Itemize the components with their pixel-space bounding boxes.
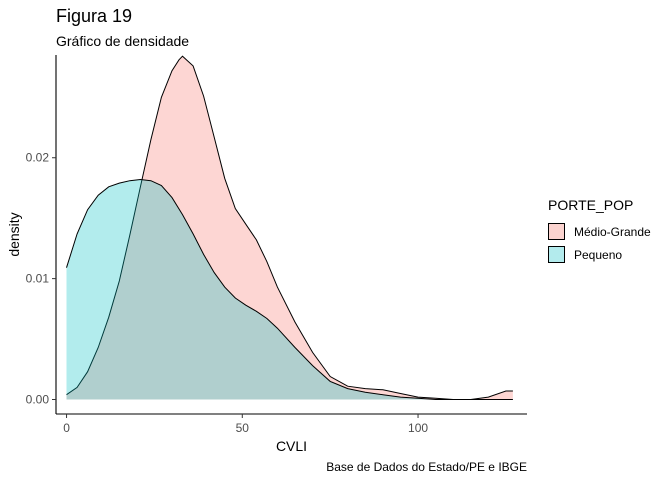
legend-label-medio-grande: Médio-Grande — [574, 224, 651, 239]
density-area-medio-grande — [66, 56, 513, 400]
chart-caption: Base de Dados do Estado/PE e IBGE — [326, 460, 527, 474]
chart-title: Figura 19 — [56, 6, 133, 26]
tick-layer: 0 50 100 0.00 0.01 0.02 — [26, 151, 429, 435]
y-tick-label: 0.02 — [26, 151, 50, 165]
legend-swatch-medio-grande — [548, 223, 565, 240]
legend-item-pequeno: Pequeno — [548, 243, 651, 266]
legend-swatch-pequeno — [548, 246, 565, 263]
density-line-pequeno — [66, 178, 513, 400]
x-axis-title: CVLI — [276, 438, 307, 454]
legend-item-medio-grande: Médio-Grande — [548, 220, 651, 243]
y-axis-title: density — [6, 212, 22, 256]
x-tick-label: 0 — [63, 421, 70, 435]
series-layer — [66, 55, 513, 400]
y-tick-label: 0.00 — [26, 392, 50, 406]
density-area-pequeno — [66, 179, 513, 400]
x-tick-label: 50 — [236, 421, 250, 435]
legend-title: PORTE_POP — [548, 197, 634, 213]
x-tick-label: 100 — [408, 421, 428, 435]
chart-subtitle: Gráfico de densidade — [56, 33, 190, 49]
legend: PORTE_POP Médio-Grande Pequeno — [548, 197, 651, 266]
density-line-medio-grande — [66, 55, 513, 400]
y-tick-label: 0.01 — [26, 272, 50, 286]
legend-label-pequeno: Pequeno — [574, 247, 623, 262]
